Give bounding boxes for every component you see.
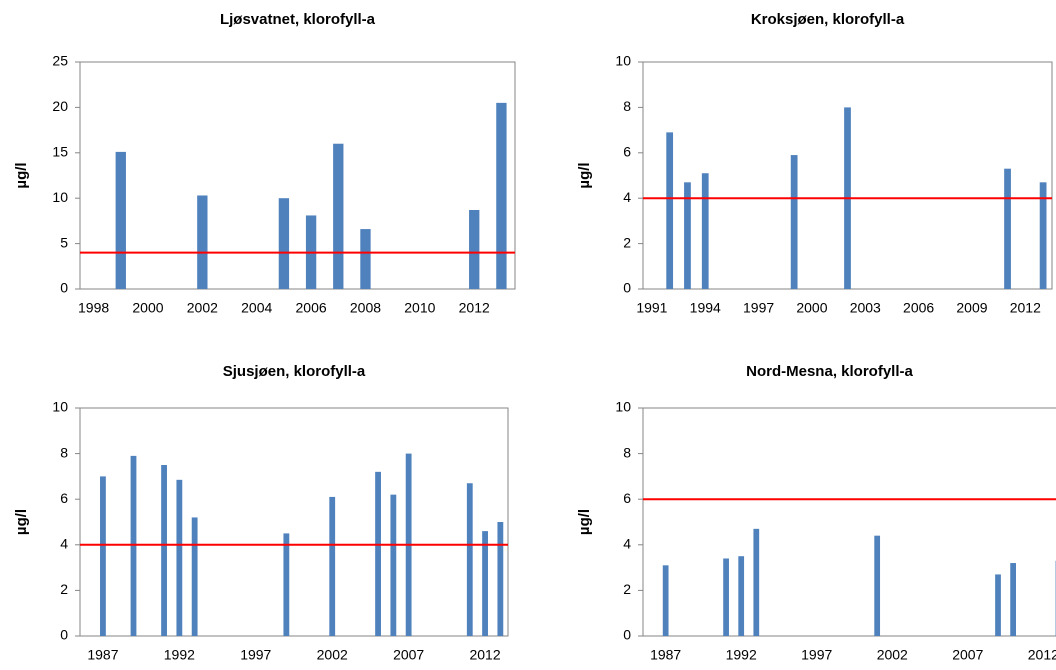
y-tick-label: 2 (623, 234, 631, 250)
x-tick-label: 2006 (903, 300, 934, 316)
y-tick-label: 25 (52, 53, 68, 69)
x-tick-label: 1994 (690, 300, 721, 316)
y-tick-label: 8 (60, 444, 68, 460)
y-tick-label: 4 (623, 536, 631, 552)
y-tick-label: 0 (623, 280, 631, 296)
y-tick-label: 0 (623, 627, 631, 643)
bar (333, 143, 344, 289)
plot-area (642, 407, 1056, 637)
y-axis-label: µg/l (576, 162, 593, 188)
x-tick-label: 1997 (743, 300, 774, 316)
x-tick-label: 1997 (240, 647, 271, 663)
x-tick-label: 2010 (404, 300, 435, 316)
bar (790, 155, 798, 289)
bar (1039, 182, 1047, 289)
chart-title: Sjusjøen, klorofyll-a (223, 363, 366, 380)
bar (496, 102, 507, 289)
x-tick-label: 1987 (87, 647, 118, 663)
bar (469, 210, 480, 289)
y-tick-label: 6 (60, 490, 68, 506)
x-tick-label: 1987 (650, 647, 681, 663)
y-tick-label: 10 (52, 399, 68, 415)
bar (738, 556, 745, 636)
x-tick-label: 2007 (393, 647, 424, 663)
y-tick-label: 20 (52, 98, 68, 114)
bar (701, 173, 709, 289)
bar (723, 558, 729, 636)
y-tick-label: 6 (623, 490, 631, 506)
bar (466, 483, 473, 636)
y-tick-label: 8 (623, 98, 631, 114)
x-tick-label: 1992 (164, 647, 195, 663)
x-tick-label: 2002 (317, 647, 348, 663)
bar (497, 522, 504, 636)
x-tick-label: 2004 (241, 300, 272, 316)
x-tick-label: 2000 (796, 300, 827, 316)
x-tick-label: 2008 (350, 300, 381, 316)
bar (130, 455, 137, 636)
bar (375, 471, 381, 636)
chart-title: Nord-Mesna, klorofyll-a (746, 363, 913, 380)
chart-title: Ljøsvatnet, klorofyll-a (220, 11, 376, 28)
bar (283, 533, 290, 636)
bar (100, 476, 106, 636)
x-tick-label: 2002 (187, 300, 218, 316)
x-tick-label: 2012 (469, 647, 500, 663)
y-tick-label: 15 (52, 144, 68, 160)
bar (662, 565, 669, 636)
bar (995, 574, 1001, 636)
chart-title: Kroksjøen, klorofyll-a (751, 11, 905, 28)
bar (1004, 168, 1011, 289)
x-tick-label: 2007 (952, 647, 983, 663)
x-tick-label: 2000 (132, 300, 163, 316)
x-tick-label: 1991 (636, 300, 667, 316)
y-tick-label: 2 (623, 581, 631, 597)
x-tick-label: 1992 (726, 647, 757, 663)
y-axis-label: µg/l (13, 509, 30, 535)
y-axis-label: µg/l (576, 509, 593, 535)
y-tick-label: 0 (60, 280, 68, 296)
bar (161, 465, 167, 636)
bar (115, 151, 126, 289)
x-tick-label: 2012 (1010, 300, 1041, 316)
bar (390, 494, 397, 636)
x-tick-label: 2006 (296, 300, 327, 316)
bar (360, 229, 371, 289)
y-tick-label: 6 (623, 144, 631, 160)
plot-area (79, 407, 509, 637)
x-tick-label: 1997 (801, 647, 832, 663)
x-tick-label: 2012 (1028, 647, 1056, 663)
bar (329, 496, 336, 636)
y-tick-label: 0 (60, 627, 68, 643)
y-tick-label: 10 (52, 189, 68, 205)
y-tick-label: 4 (623, 189, 631, 205)
x-tick-label: 2012 (459, 300, 490, 316)
bar (753, 528, 760, 636)
y-tick-label: 10 (615, 399, 631, 415)
y-tick-label: 4 (60, 536, 68, 552)
x-tick-label: 2009 (956, 300, 987, 316)
bar (666, 132, 674, 289)
x-tick-label: 1998 (78, 300, 109, 316)
y-tick-label: 10 (615, 53, 631, 69)
bar (278, 198, 290, 289)
bar (482, 531, 488, 636)
plot-area (79, 61, 516, 290)
bar (197, 195, 208, 289)
bar (1010, 563, 1016, 636)
bar (874, 535, 881, 636)
y-tick-label: 5 (60, 234, 68, 250)
bar (191, 517, 198, 636)
bar (684, 182, 691, 289)
bar (176, 479, 183, 636)
y-tick-label: 2 (60, 581, 68, 597)
y-axis-label: µg/l (13, 162, 30, 188)
x-tick-label: 2003 (850, 300, 881, 316)
x-tick-label: 2002 (877, 647, 908, 663)
y-tick-label: 8 (623, 444, 631, 460)
